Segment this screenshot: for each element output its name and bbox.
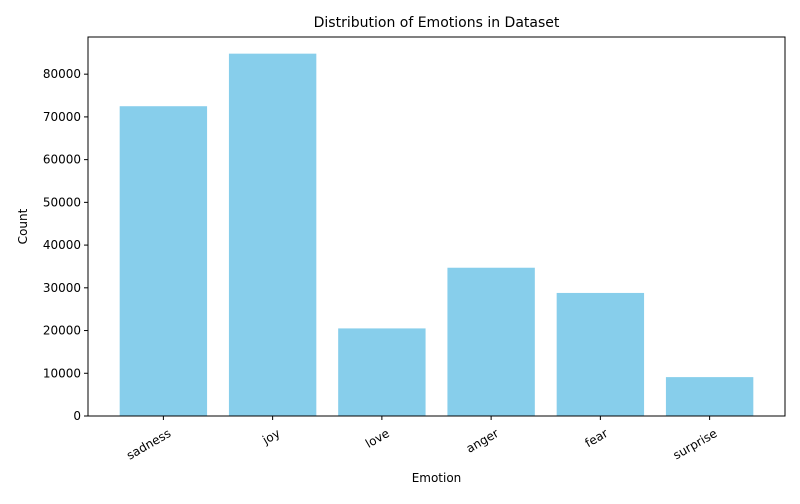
x-tick-label: sadness (124, 426, 173, 462)
y-axis-label: Count (16, 208, 30, 244)
bar-fear (556, 292, 645, 416)
y-tick-label: 0 (73, 409, 81, 423)
y-tick-label: 20000 (43, 324, 81, 338)
y-axis: 0 10000 20000 30000 40000 50000 60000 70000 8000… (43, 67, 88, 423)
x-axis-label: Emotion (412, 471, 462, 485)
bar-sadness (119, 106, 208, 416)
y-tick-label: 50000 (43, 195, 81, 209)
bar-joy (228, 53, 317, 417)
y-tick-label: 80000 (43, 67, 81, 81)
y-tick-label: 30000 (43, 281, 81, 295)
y-tick-label: 60000 (43, 153, 81, 167)
x-tick-label: joy (259, 426, 282, 448)
y-tick-label: 10000 (43, 366, 81, 380)
x-axis: sadness joy love anger fear surprise (124, 416, 720, 463)
bar-love (338, 328, 426, 416)
bar-anger (447, 267, 535, 416)
chart-title: Distribution of Emotions in Dataset (314, 15, 560, 31)
x-tick-label: anger (464, 426, 501, 456)
y-tick-label: 70000 (43, 110, 81, 124)
bar-surprise (665, 377, 754, 416)
x-tick-label: love (363, 426, 392, 451)
x-tick-label: surprise (671, 426, 720, 462)
x-tick-label: fear (583, 426, 611, 450)
bars (119, 53, 754, 417)
plot-frame (87, 36, 786, 417)
y-tick-label: 40000 (43, 238, 81, 252)
